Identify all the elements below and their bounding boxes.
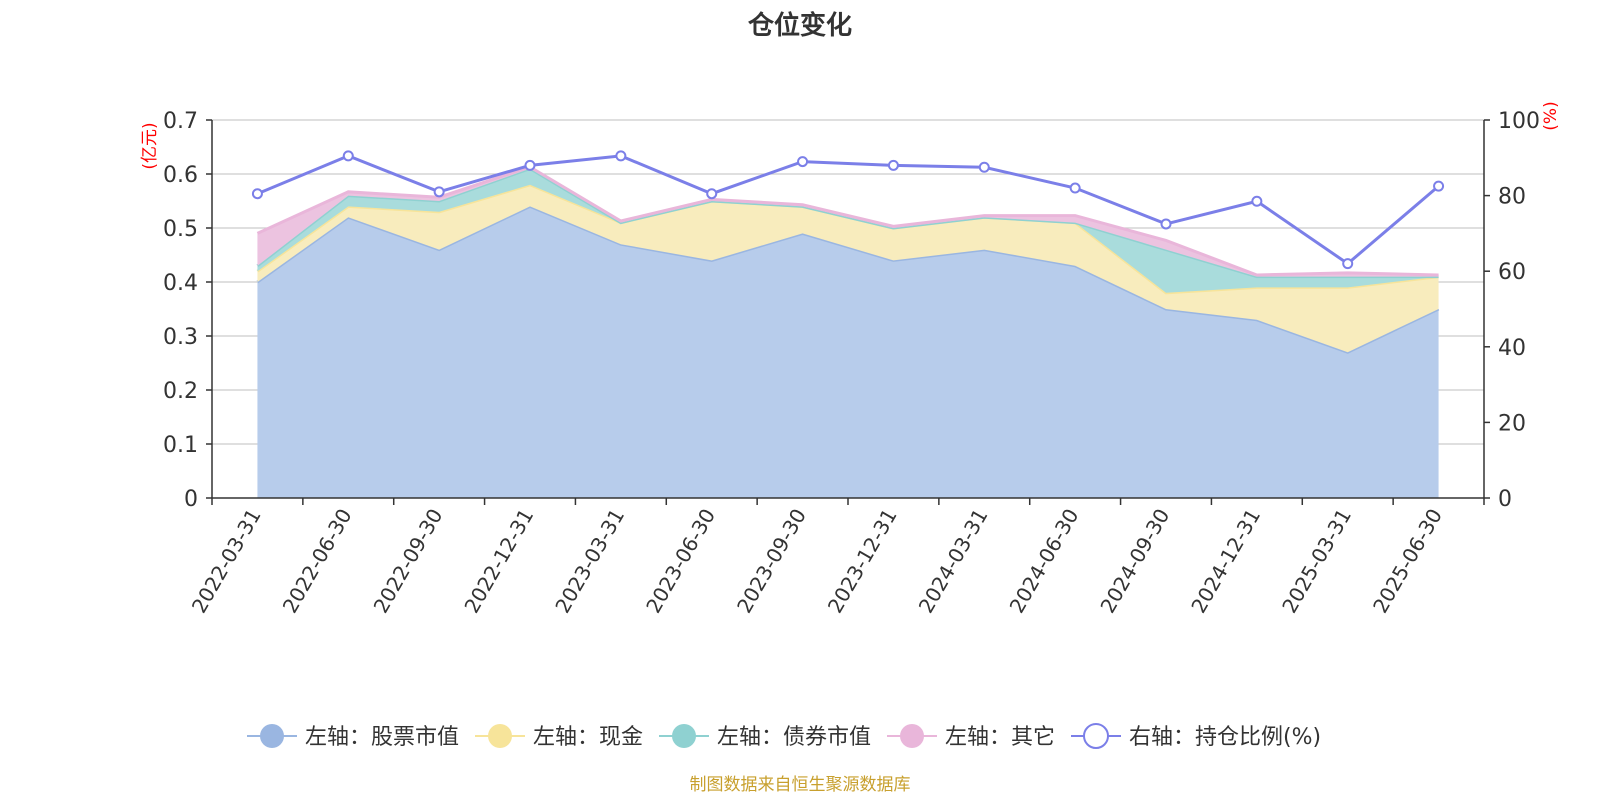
legend-item: 右轴：持仓比例(%) (1071, 723, 1321, 750)
x-tick-label: 2023-09-30 (732, 505, 811, 618)
x-tick-label: 2024-12-31 (1186, 505, 1265, 618)
ratio-point (1160, 218, 1172, 230)
legend-label: 左轴：股票市值 (305, 725, 459, 750)
ratio-point (1069, 182, 1081, 194)
right-axis-tick-label: 60 (1498, 260, 1526, 285)
left-axis-tick-label: 0.7 (163, 109, 198, 134)
legend-label: 左轴：现金 (533, 725, 643, 750)
ratio-polyline (256, 154, 1440, 266)
stacked-areas (256, 165, 1440, 498)
left-axis-tick-label: 0.5 (163, 217, 198, 242)
left-axis-tick-label: 0.2 (163, 379, 198, 404)
legend-item: 左轴：其它 (887, 724, 1055, 750)
left-axis-tick-label: 0.6 (163, 163, 198, 188)
ratio-point (251, 188, 263, 200)
chart-title: 仓位变化 (747, 10, 852, 41)
x-tick-label: 2023-06-30 (641, 505, 720, 618)
right-axis-tick-label: 40 (1498, 336, 1526, 361)
ratio-point (797, 156, 809, 168)
area-左轴：股票市值 (257, 206, 1439, 498)
legend-item: 左轴：债券市值 (659, 724, 871, 750)
area-左轴：债券市值 (257, 168, 1439, 293)
legend-item: 左轴：现金 (475, 724, 643, 750)
legend-swatch-marker (672, 724, 696, 748)
x-tick-label: 2022-09-30 (369, 504, 448, 617)
x-tick-label: 2025-06-30 (1368, 505, 1447, 618)
x-tick-label: 2023-12-31 (823, 505, 902, 618)
x-tick-label: 2025-03-31 (1277, 505, 1356, 618)
ratio-point (887, 159, 899, 171)
left-axis-tick-label: 0.3 (163, 325, 198, 350)
right-axis-tick-label: 0 (1498, 487, 1512, 512)
left-axis-tick-label: 0.1 (163, 433, 198, 458)
x-tick-label: 2024-06-30 (1005, 505, 1084, 618)
ratio-point (978, 161, 990, 173)
legend-label: 右轴：持仓比例(%) (1129, 725, 1321, 750)
left-axis-tick-label: 0 (184, 487, 198, 512)
legend-swatch-marker (900, 724, 924, 748)
x-tick-label: 2023-03-31 (550, 505, 629, 618)
ratio-point (1342, 258, 1354, 270)
legend-item: 左轴：股票市值 (247, 724, 459, 750)
right-axis-tick-label: 100 (1498, 109, 1540, 134)
area-edge (256, 165, 1439, 277)
ratio-point (1251, 195, 1263, 207)
legend: 左轴：股票市值 左轴：现金 左轴：债券市值 左轴：其它 右轴：持仓比例(%) (247, 723, 1321, 750)
right-axis-tick-label: 80 (1498, 185, 1526, 210)
legend-label: 左轴：其它 (945, 725, 1055, 750)
ratio-point (1433, 180, 1445, 192)
x-tick-label: 2022-12-31 (459, 505, 538, 618)
legend-swatch-marker (488, 724, 512, 748)
x-tick-label: 2022-06-30 (278, 505, 357, 618)
legend-swatch-marker (260, 724, 284, 748)
left-axis-tick-label: 0.4 (163, 271, 198, 296)
ratio-point (342, 150, 354, 162)
ratio-point (615, 150, 627, 162)
right-axis-unit: (%) (1541, 101, 1561, 130)
right-axis-tick-label: 20 (1498, 411, 1526, 436)
left-axis-unit: (亿元) (140, 122, 160, 169)
ratio-point (706, 188, 718, 200)
x-tick-label: 2024-03-31 (914, 504, 993, 617)
ratio-point (433, 186, 445, 198)
ratio-line (251, 150, 1445, 270)
source-note: 制图数据来自恒生聚源数据库 (690, 775, 911, 795)
x-tick-label: 2022-03-31 (187, 505, 266, 618)
x-tick-label: 2024-09-30 (1095, 505, 1174, 618)
ratio-point (524, 159, 536, 171)
legend-label: 左轴：债券市值 (717, 725, 871, 750)
legend-swatch-marker (1083, 723, 1109, 749)
